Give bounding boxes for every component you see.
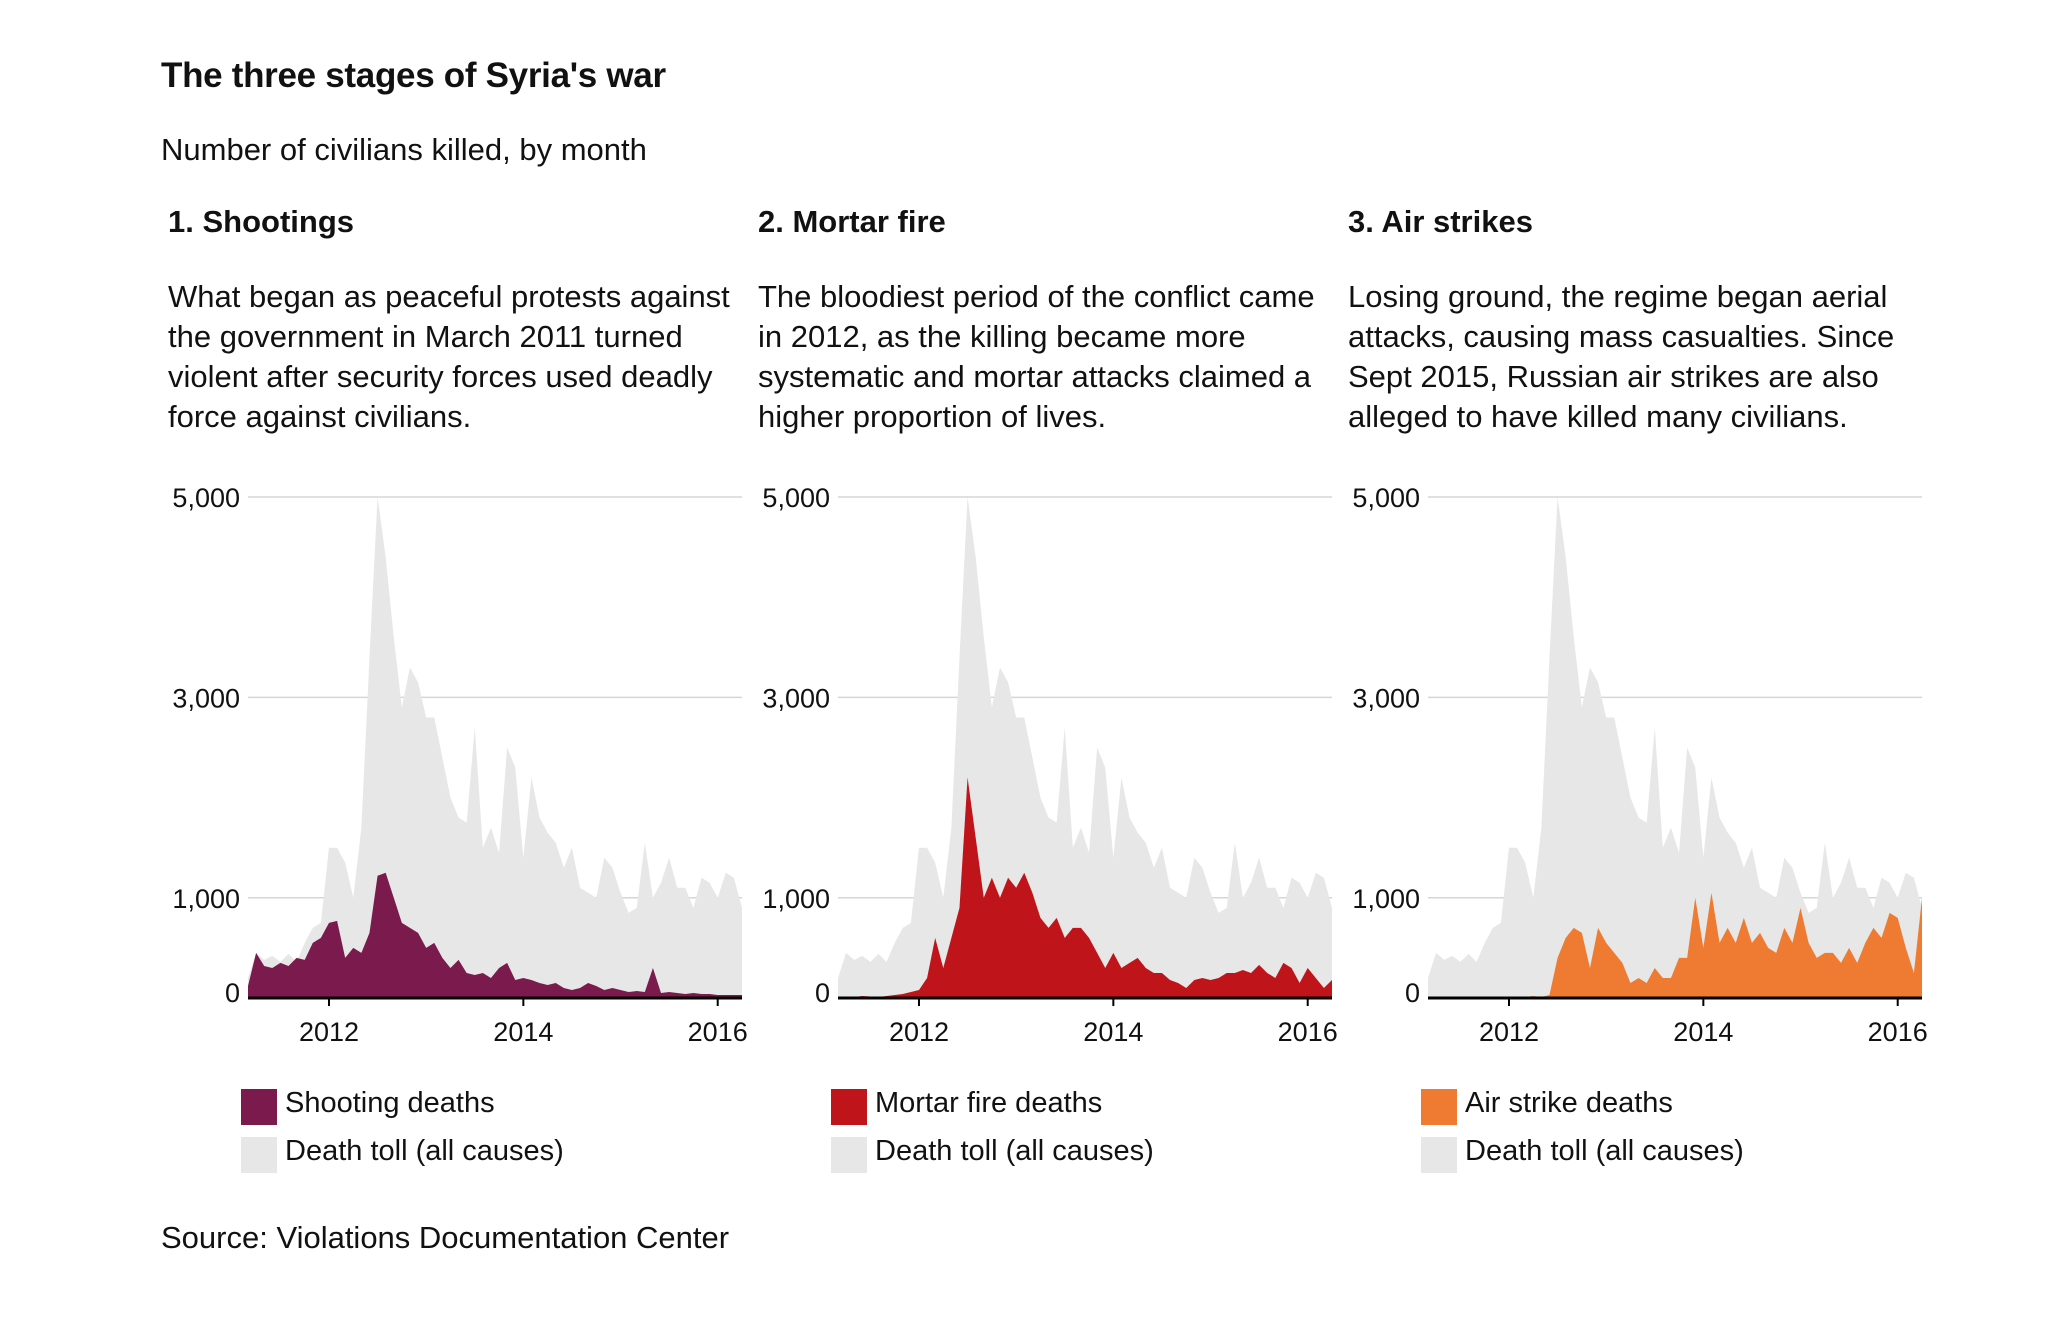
y-tick-label: 5,000 (172, 483, 240, 513)
source-note: Source: Violations Documentation Center (161, 1220, 730, 1255)
airstrike-area-chart: 0 1,000 3,000 5,000 2012 2014 2016 (1352, 483, 1927, 1047)
x-tick-label: 2016 (688, 1017, 748, 1047)
x-tick-label: 2012 (1479, 1017, 1539, 1047)
mortar-area-chart: 0 1,000 3,000 5,000 2012 2014 2016 (762, 483, 1337, 1047)
legend-label-mortar: Mortar fire deaths (875, 1087, 1103, 1119)
chart-title: The three stages of Syria's war (161, 56, 666, 95)
legend-label-total: Death toll (all causes) (875, 1135, 1154, 1167)
airstrike-deaths-area (1428, 892, 1922, 998)
y-tick-label: 3,000 (172, 683, 240, 713)
x-tick-label: 2012 (299, 1017, 359, 1047)
panel-mortar-fire: 2. Mortar fire The bloodiest period of t… (751, 200, 1338, 1180)
y-tick-label: 0 (815, 978, 830, 1008)
y-tick-label: 1,000 (1352, 884, 1420, 914)
panel-description: What began as peaceful protests against … (168, 279, 730, 434)
chart-subtitle: Number of civilians killed, by month (161, 132, 647, 167)
y-tick-label: 5,000 (762, 483, 830, 513)
y-tick-label: 3,000 (1352, 683, 1420, 713)
panel-heading: 2. Mortar fire (758, 204, 946, 239)
legend-swatch-total (831, 1137, 867, 1173)
total-death-toll-area (838, 497, 1332, 998)
total-death-toll-area (1428, 497, 1922, 998)
shootings-area-chart: 0 1,000 3,000 5,000 2012 2014 2016 (172, 483, 747, 1047)
y-tick-label: 1,000 (762, 884, 830, 914)
x-tick-label: 2012 (889, 1017, 949, 1047)
legend-label-total: Death toll (all causes) (285, 1135, 564, 1167)
shooting-deaths-area (248, 872, 742, 998)
total-death-toll-area (248, 497, 742, 998)
x-tick-label: 2014 (1083, 1017, 1143, 1047)
y-tick-label: 3,000 (762, 683, 830, 713)
y-tick-label: 5,000 (1352, 483, 1420, 513)
panel-air-strikes: 3. Air strikes Losing ground, the regime… (1341, 200, 1928, 1180)
mortar-deaths-area (838, 777, 1332, 998)
x-tick-label: 2016 (1278, 1017, 1338, 1047)
legend-swatch-airstrike (1421, 1089, 1457, 1125)
panel-description: Losing ground, the regime began aerial a… (1348, 279, 1895, 434)
legend-swatch-mortar (831, 1089, 867, 1125)
x-tick-label: 2014 (493, 1017, 553, 1047)
legend-label-total: Death toll (all causes) (1465, 1135, 1744, 1167)
x-tick-label: 2016 (1868, 1017, 1928, 1047)
y-tick-label: 0 (1405, 978, 1420, 1008)
legend-swatch-total (1421, 1137, 1457, 1173)
panel-description: The bloodiest period of the conflict cam… (758, 279, 1315, 434)
x-tick-label: 2014 (1673, 1017, 1733, 1047)
panel-heading: 3. Air strikes (1348, 204, 1533, 239)
y-tick-label: 1,000 (172, 884, 240, 914)
legend-swatch-total (241, 1137, 277, 1173)
legend-swatch-shooting (241, 1089, 277, 1125)
legend-label-airstrike: Air strike deaths (1465, 1087, 1673, 1119)
panel-heading: 1. Shootings (168, 204, 354, 239)
y-tick-label: 0 (225, 978, 240, 1008)
legend-label-shooting: Shooting deaths (285, 1087, 495, 1119)
panel-shootings: 1. Shootings What began as peaceful prot… (161, 200, 748, 1180)
